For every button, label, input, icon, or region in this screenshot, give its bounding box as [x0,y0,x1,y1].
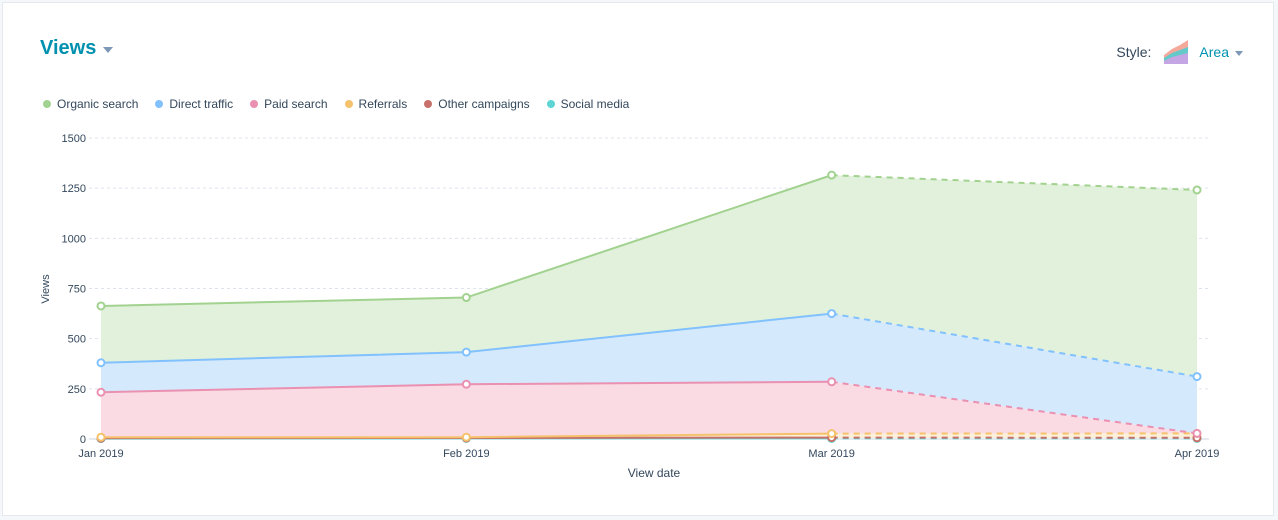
legend-item[interactable]: Direct traffic [155,97,233,111]
legend-label: Social media [560,97,630,111]
data-point-paid-search[interactable] [827,377,837,387]
data-point-organic-search[interactable] [461,293,471,303]
line-organic-search-projected [831,174,1198,191]
data-point-paid-search[interactable] [1192,428,1202,438]
legend-dot-icon [43,100,51,108]
y-tick-label: 1000 [62,233,86,245]
chevron-down-icon [1235,50,1243,56]
data-point-referrals[interactable] [96,432,106,442]
chart-style-value: Area [1199,44,1229,60]
data-point-organic-search[interactable] [96,301,106,311]
legend-item[interactable]: Organic search [43,97,138,111]
y-axis-title: Views [40,274,52,304]
data-point-paid-search[interactable] [461,379,471,389]
data-point-direct-traffic[interactable] [96,358,106,368]
chart-style-control: Style: Area [1116,39,1243,65]
line-direct-traffic-projected [831,312,1198,378]
y-tick-label: 250 [68,384,86,396]
legend-label: Direct traffic [169,97,234,111]
x-tick-label: Apr 2019 [1175,448,1220,460]
style-label: Style: [1116,44,1152,60]
x-tick-label: Feb 2019 [443,448,489,460]
legend-dot-icon [155,100,164,108]
data-point-direct-traffic[interactable] [827,309,837,319]
report-title-dropdown[interactable]: Views [40,37,114,60]
legend-label: Referrals [358,97,408,111]
data-point-referrals[interactable] [827,429,837,439]
data-point-paid-search[interactable] [96,387,106,397]
y-tick-label: 0 [80,434,86,446]
y-tick-label: 750 [68,284,86,296]
y-tick-label: 500 [68,334,86,346]
data-point-direct-traffic[interactable] [1192,372,1202,382]
legend-label: Organic search [57,97,139,111]
y-tick-label: 1500 [62,133,86,145]
legend-item[interactable]: Referrals [344,97,408,111]
x-axis-title: View date [628,466,681,480]
area-organic-search [101,175,1197,377]
legend-item[interactable]: Social media [546,97,630,111]
chart-style-dropdown[interactable]: Area [1199,44,1243,60]
legend-dot-icon [546,100,555,108]
legend-dot-icon [424,100,433,108]
data-point-referrals[interactable] [461,432,471,442]
legend-dot-icon [344,100,353,108]
data-point-direct-traffic[interactable] [461,347,471,357]
data-point-organic-search[interactable] [1192,185,1202,195]
report-title: Views [40,37,97,59]
area-chart-icon [1164,40,1189,64]
y-tick-label: 1250 [62,183,86,195]
chart-legend: Organic search Direct traffic Paid search R… [43,97,646,111]
legend-label: Paid search [264,97,328,111]
x-tick-label: Jan 2019 [78,448,123,460]
area-direct-traffic [101,313,1197,434]
data-point-organic-search[interactable] [827,170,837,180]
legend-dot-icon [250,100,259,108]
legend-label: Other campaigns [438,97,530,111]
x-tick-label: Mar 2019 [808,448,854,460]
legend-item[interactable]: Other campaigns [424,97,530,111]
chevron-down-icon [103,46,114,53]
legend-item[interactable]: Paid search [250,97,328,111]
